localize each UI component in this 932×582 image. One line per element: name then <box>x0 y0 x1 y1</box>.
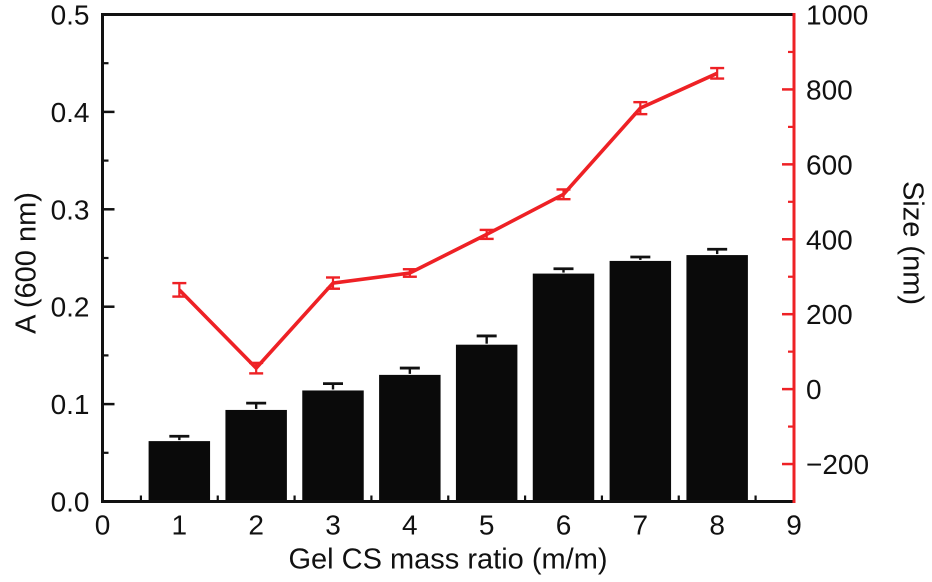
x-tick-label: 8 <box>709 510 725 541</box>
left-tick-label: 0.2 <box>51 292 90 323</box>
right-tick-label: −200 <box>806 449 869 480</box>
right-tick-label: 400 <box>806 224 853 255</box>
x-tick-label: 6 <box>556 510 572 541</box>
right-tick-label: 600 <box>806 149 853 180</box>
left-axis-title: A (600 nm) <box>10 192 43 334</box>
x-axis-title: Gel CS mass ratio (m/m) <box>288 543 608 576</box>
right-tick-label: 200 <box>806 299 853 330</box>
x-tick-label: 5 <box>479 510 495 541</box>
bar <box>532 273 595 502</box>
x-tick-label: 9 <box>786 510 802 541</box>
right-axis-title: Size (nm) <box>896 180 929 306</box>
left-tick-label: 0.0 <box>51 487 90 518</box>
x-tick-label: 0 <box>95 510 111 541</box>
bar <box>302 390 364 502</box>
bar <box>379 374 441 502</box>
right-tick-label: 800 <box>806 74 853 105</box>
bar <box>455 344 518 502</box>
left-tick-label: 0.4 <box>51 97 90 128</box>
size-line <box>178 71 718 371</box>
bar <box>225 409 287 502</box>
x-tick-label: 7 <box>633 510 649 541</box>
x-tick-label: 4 <box>402 510 418 541</box>
left-tick-label: 0.5 <box>51 0 90 31</box>
bar <box>609 260 672 502</box>
bar <box>686 255 748 502</box>
left-tick-label: 0.1 <box>51 389 90 420</box>
right-tick-label: 0 <box>806 374 822 405</box>
x-tick-label: 3 <box>325 510 341 541</box>
right-tick-label: 1000 <box>806 0 868 31</box>
x-tick-label: 2 <box>248 510 264 541</box>
left-tick-label: 0.3 <box>51 194 90 225</box>
bar <box>148 441 211 502</box>
x-tick-label: 1 <box>172 510 188 541</box>
